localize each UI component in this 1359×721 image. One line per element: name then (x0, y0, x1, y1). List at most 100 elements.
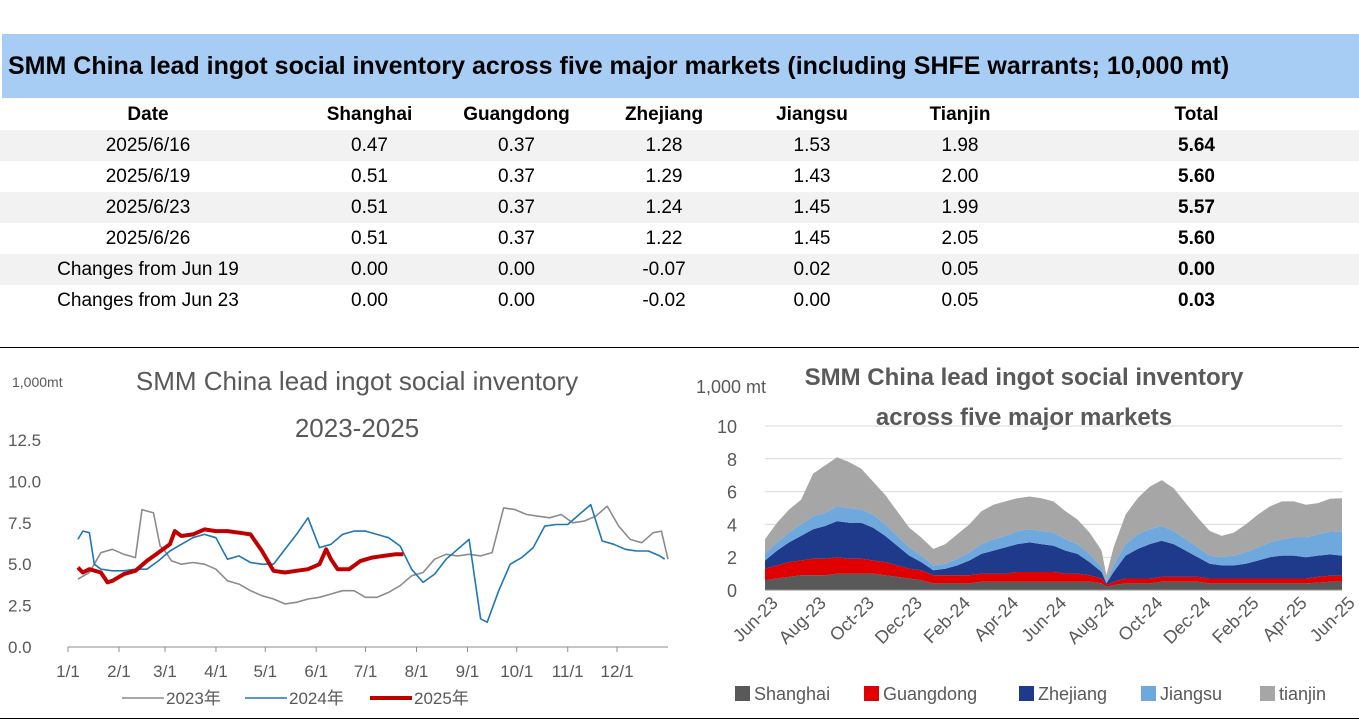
table-cell: 0.51 (351, 165, 388, 187)
table-cell: 0.37 (498, 227, 535, 249)
series-line-1 (77, 505, 669, 605)
table-cell: 0.03 (1178, 289, 1215, 311)
table-row: Changes from Jun 19 0.00 0.00 -0.07 0.02 0.05… (0, 254, 1359, 285)
table-cell: 2.00 (941, 165, 979, 187)
y-tick-label: 0 (727, 581, 737, 601)
legend-swatch-jiangsu (1141, 686, 1156, 701)
legend-label-2: 2024年 (289, 689, 344, 708)
table-cell: 0.47 (296, 130, 443, 161)
table-cell: 1.99 (886, 192, 1034, 223)
header-shanghai: Shanghai (326, 103, 413, 125)
x-tick-label: 8/1 (405, 662, 429, 681)
table-cell: 1.29 (645, 165, 683, 187)
x-tick-label: 9/1 (456, 662, 480, 681)
table-cell: 0.51 (296, 192, 443, 223)
legend-label-tianjin: tianjin (1279, 684, 1326, 704)
chart-title: SMM China lead ingot social inventory (136, 366, 578, 396)
header-zhejiang: Zhejiang (624, 103, 704, 125)
row-label: 2025/6/16 (0, 130, 296, 161)
row-label: Changes from Jun 23 (57, 289, 239, 311)
x-tick-label: 7/1 (354, 662, 378, 681)
table-cell: 0.00 (1034, 254, 1359, 285)
x-tick-label: Apr-25 (1258, 593, 1310, 645)
table-cell: 1.28 (590, 130, 738, 161)
x-tick-label: 4/1 (204, 662, 228, 681)
header-jiangsu: Jiangsu (776, 103, 848, 125)
inventory-table: Date Shanghai Guangdong Zhejiang Jiangsu… (0, 99, 1359, 316)
x-tick-label: 12/1 (600, 662, 633, 681)
area-shanghai (765, 573, 1342, 590)
series-line-2 (77, 503, 666, 623)
table-cell: 0.00 (296, 254, 443, 285)
table-cell: 0.37 (443, 130, 590, 161)
y-tick-label: 7.5 (8, 514, 32, 533)
area-zhejiang (765, 521, 1342, 586)
chart-title: SMM China lead ingot social inventory (805, 364, 1244, 391)
y-tick-label: 10.0 (8, 472, 41, 491)
y-tick-label: 6 (727, 483, 737, 503)
table-cell: 5.60 (1178, 227, 1215, 249)
table-cell: -0.02 (642, 289, 686, 311)
y-tick-label: 4 (727, 515, 737, 535)
header-total: Total (1174, 103, 1219, 125)
y-tick-label: 8 (727, 450, 737, 470)
legend-swatch-shanghai (735, 686, 750, 701)
divider-top (0, 347, 1359, 348)
y-tick-label: 10 (717, 417, 737, 437)
table-cell: 1.22 (645, 227, 683, 249)
table-cell: -0.07 (590, 254, 738, 285)
divider-bottom (0, 718, 1359, 719)
x-tick-label: Dec-23 (871, 593, 926, 648)
table-cell: 0.00 (351, 289, 388, 311)
x-tick-label: Apr-24 (970, 593, 1022, 645)
table-cell: 1.24 (590, 192, 738, 223)
table-cell: 1.45 (793, 227, 831, 249)
x-tick-label: 6/1 (304, 662, 328, 681)
row-label: 2025/6/23 (0, 192, 296, 223)
table-cell: 2.05 (941, 227, 979, 249)
x-tick-label: Feb-24 (920, 593, 974, 647)
table-cell: 1.53 (738, 130, 886, 161)
table-cell: 0.02 (738, 254, 886, 285)
table-cell: 1.43 (793, 165, 831, 187)
table-cell: 0.37 (443, 192, 590, 223)
line-chart: 1,000mt SMM China lead ingot social inven… (8, 366, 669, 708)
table-cell: 0.00 (443, 254, 590, 285)
legend-label-shanghai: Shanghai (754, 684, 830, 704)
y-axis-unit: 1,000mt (12, 374, 63, 390)
table-cell: 5.60 (1178, 165, 1215, 187)
x-tick-label: Aug-23 (775, 593, 830, 648)
x-tick-label: Jun-25 (1306, 593, 1359, 646)
row-label: Changes from Jun 19 (0, 254, 296, 285)
x-tick-label: Aug-24 (1063, 593, 1118, 648)
x-tick-label: Jun-24 (1017, 593, 1070, 646)
stacked-area-chart: 1,000 mt SMM China lead ingot social inve… (696, 364, 1359, 704)
table-cell: 0.51 (351, 227, 388, 249)
x-tick-label: Oct-23 (826, 593, 878, 645)
legend-label-3: 2025年 (414, 689, 469, 708)
table-row: 2025/6/26 0.51 0.37 1.22 1.45 2.05 5.60 (0, 223, 1359, 254)
chart-subtitle: 2023-2025 (295, 413, 419, 443)
header-guangdong: Guangdong (463, 103, 570, 125)
table-header-row: Date Shanghai Guangdong Zhejiang Jiangsu… (0, 99, 1359, 130)
legend-label-guangdong: Guangdong (883, 684, 977, 704)
legend-label-1: 2023年 (166, 689, 221, 708)
table-cell: 0.05 (941, 289, 979, 311)
table-row: Changes from Jun 23 0.00 0.00 -0.02 0.00 0.05… (0, 285, 1359, 316)
table-row: 2025/6/19 0.51 0.37 1.29 1.43 2.00 5.60 (0, 161, 1359, 192)
x-tick-label: 10/1 (500, 662, 533, 681)
x-tick-label: 1/1 (56, 662, 80, 681)
table-cell: 0.05 (886, 254, 1034, 285)
series-line-3 (76, 527, 404, 585)
x-tick-label: 2/1 (107, 662, 131, 681)
table-title-banner: SMM China lead ingot social inventory ac… (2, 34, 1359, 98)
area-guangdong (765, 557, 1342, 587)
legend-swatch-tianjin (1260, 686, 1275, 701)
y-tick-label: 5.0 (8, 555, 32, 574)
x-tick-label: Dec-24 (1159, 593, 1214, 648)
table-cell: 1.98 (886, 130, 1034, 161)
row-label: 2025/6/26 (105, 227, 191, 249)
table-cell: 5.57 (1034, 192, 1359, 223)
legend-label-jiangsu: Jiangsu (1160, 684, 1222, 704)
x-tick-label: 5/1 (253, 662, 277, 681)
